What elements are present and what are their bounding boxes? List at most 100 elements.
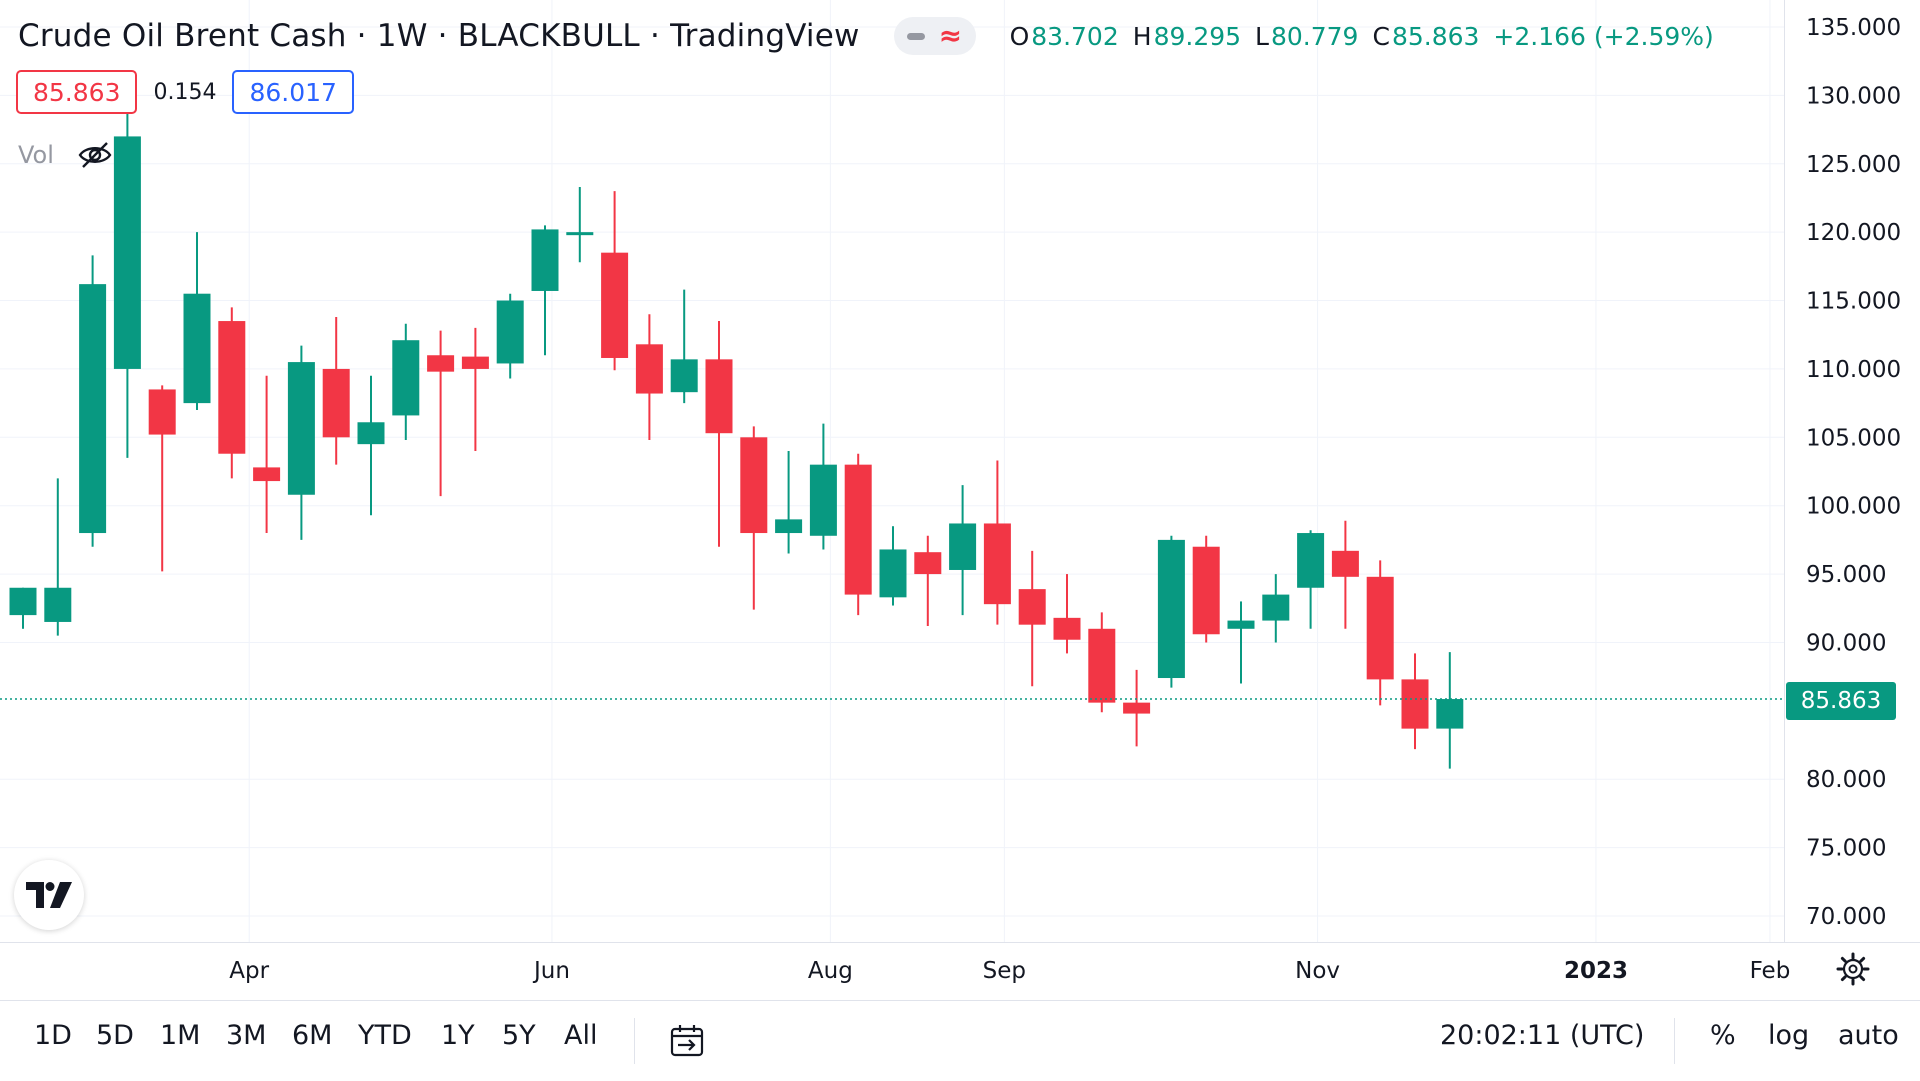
candle (809, 423, 837, 550)
eye-crossed-icon[interactable] (76, 136, 114, 174)
candle (357, 375, 385, 516)
indicator-toggle[interactable]: ≈ (893, 17, 976, 55)
candle-body (566, 232, 594, 236)
candle (844, 453, 872, 616)
range-3m-button[interactable]: 3M (226, 1020, 267, 1051)
candle (183, 232, 211, 410)
x-tick-label: Jun (532, 958, 570, 984)
y-tick-label: 120.000 (1806, 220, 1901, 246)
candle-body (949, 523, 977, 570)
quote-panel: 85.863 0.154 86.017 (16, 70, 354, 114)
candle (635, 314, 663, 441)
high-value: 89.295 (1153, 21, 1242, 51)
log-scale-button[interactable]: log (1768, 1020, 1810, 1051)
chart-header: Crude Oil Brent Cash · 1W · BLACKBULL · … (18, 14, 1714, 58)
range-1m-button[interactable]: 1M (160, 1020, 201, 1051)
candle-body (1088, 628, 1116, 703)
price-axis[interactable]: 135.000 130.000 125.000 120.000 115.000 110.0… (1784, 0, 1902, 942)
candle-body (809, 464, 837, 536)
candle-body (844, 464, 872, 595)
range-5y-button[interactable]: 5Y (502, 1020, 536, 1051)
price-chart[interactable]: 135.000 130.000 125.000 120.000 115.000 110.0… (0, 0, 1920, 1000)
candle-body (1401, 679, 1429, 729)
low-value: 80.779 (1270, 21, 1359, 51)
candle (218, 307, 246, 479)
settings-gear-icon[interactable] (1836, 952, 1870, 986)
tradingview-logo[interactable] (14, 860, 84, 930)
last-price-badge: 85.863 (1786, 682, 1896, 720)
candle-body (1157, 539, 1185, 679)
buy-button[interactable]: 86.017 (232, 70, 354, 114)
candle (9, 587, 37, 629)
range-1d-button[interactable]: 1D (34, 1020, 72, 1051)
candle (1227, 601, 1255, 684)
utc-clock[interactable]: 20:02:11 (UTC) (1440, 1020, 1645, 1051)
range-all-button[interactable]: All (564, 1020, 598, 1051)
candle-body (461, 356, 489, 369)
candle-body (914, 552, 942, 575)
candle-body (44, 587, 72, 622)
y-tick-label: 75.000 (1806, 836, 1886, 862)
candle (392, 323, 420, 441)
candle-body (1331, 550, 1359, 577)
candle-body (322, 368, 350, 438)
candle-body (1192, 546, 1220, 635)
candle (705, 321, 733, 547)
y-tick-label: 90.000 (1806, 630, 1886, 656)
candle (983, 460, 1011, 625)
bottom-toolbar (0, 1000, 1920, 1081)
volume-label: Vol (18, 141, 54, 169)
candle-body (879, 549, 907, 598)
candle (1088, 612, 1116, 713)
candle-body (635, 344, 663, 394)
y-tick-label: 100.000 (1806, 494, 1901, 520)
y-tick-label: 130.000 (1806, 83, 1901, 109)
change-value: +2.166 (+2.59%) (1493, 21, 1714, 51)
grid (0, 0, 1784, 942)
candle (740, 426, 768, 610)
goto-date-icon[interactable] (668, 1022, 706, 1060)
candle (1436, 652, 1464, 769)
percent-scale-button[interactable]: % (1710, 1020, 1736, 1051)
candle (1401, 653, 1429, 750)
x-tick-label: Sep (983, 958, 1026, 984)
range-6m-button[interactable]: 6M (292, 1020, 333, 1051)
candle-body (79, 284, 107, 534)
volume-legend: Vol (18, 136, 114, 174)
candle-body (9, 587, 37, 616)
toolbar-separator (634, 1018, 635, 1064)
range-ytd-button[interactable]: YTD (358, 1020, 412, 1051)
candle-body (392, 340, 420, 416)
candle (427, 330, 455, 497)
candle (44, 478, 72, 636)
y-tick-label: 95.000 (1806, 562, 1886, 588)
candle-body (496, 300, 524, 364)
candle (1297, 530, 1325, 629)
close-label: C (1372, 21, 1390, 51)
candle (1157, 535, 1185, 688)
candle (914, 535, 942, 627)
candle-body (705, 359, 733, 434)
minus-icon[interactable] (907, 32, 926, 40)
range-5d-button[interactable]: 5D (96, 1020, 134, 1051)
candle-body (1297, 533, 1325, 588)
x-tick-label: Aug (808, 958, 853, 984)
time-axis[interactable]: Apr Jun Aug Sep Nov 2023 Feb (0, 942, 1920, 985)
candle (670, 289, 698, 404)
range-1y-button[interactable]: 1Y (441, 1020, 475, 1051)
candle-body (1123, 702, 1151, 714)
candle-body (183, 293, 211, 404)
sell-button[interactable]: 85.863 (16, 70, 138, 114)
auto-scale-button[interactable]: auto (1838, 1020, 1899, 1051)
candle (253, 375, 281, 534)
close-value: 85.863 (1391, 21, 1480, 51)
y-tick-label: 105.000 (1806, 425, 1901, 451)
approx-icon[interactable]: ≈ (938, 19, 963, 52)
ohlc-legend: O 83.702 H 89.295 L 80.779 C 85.863 +2.166 (… (1010, 22, 1714, 51)
candle (566, 187, 594, 263)
candle (322, 316, 350, 465)
candle-body (218, 321, 246, 454)
candle (775, 450, 803, 554)
candle-body (1053, 617, 1081, 640)
candle-body (427, 355, 455, 372)
